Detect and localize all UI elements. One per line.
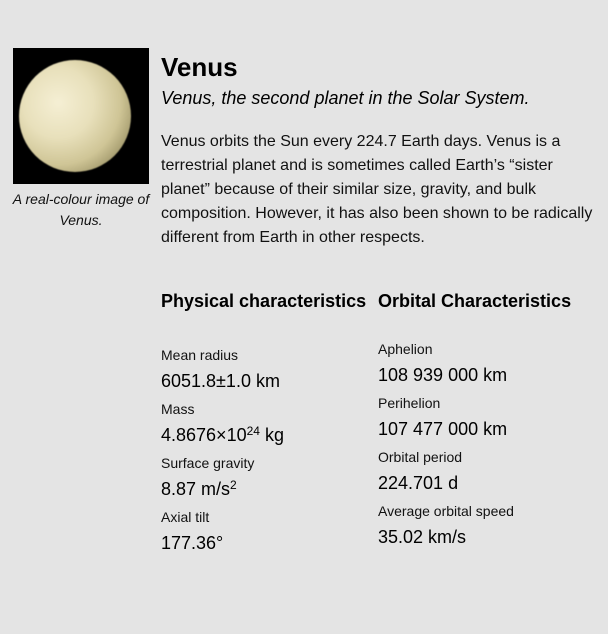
spec-label-mass: Mass [161, 401, 195, 417]
description-paragraph: Venus orbits the Sun every 224.7 Earth d… [161, 133, 593, 246]
spec-label-orbital-period: Orbital period [378, 449, 463, 465]
spec-value-perihelion: 107 477 000 km [378, 419, 508, 439]
spec-value-orbital-period: 224.701 d [378, 473, 459, 493]
spec-label-orbital-speed: Average orbital speed [378, 503, 514, 519]
mass-unit: kg [259, 425, 284, 445]
spec-value-surface-gravity: 8.87 m/s2 [161, 476, 371, 502]
venus-photo [13, 48, 149, 184]
planet-disc [19, 60, 131, 172]
article: Venus Venus, the second planet in the So… [161, 50, 601, 250]
spec-label-surface-gravity: Surface gravity [161, 455, 255, 471]
spec-value-mass: 4.8676×1024 kg [161, 422, 371, 448]
physical-characteristics: Physical characteristics Mean radius 605… [161, 286, 371, 562]
gravity-exponent: 2 [230, 478, 237, 492]
spec-value-mean-radius: 6051.8±1.0 km [161, 371, 280, 391]
spec-label-axial-tilt: Axial tilt [161, 509, 210, 525]
gravity-base: 8.87 m/s [161, 479, 231, 499]
page-subtitle: Venus, the second planet in the Solar Sy… [161, 88, 530, 108]
figure: A real-colour image of Venus. [10, 48, 152, 231]
spec-value-orbital-speed: 35.02 km/s [378, 527, 467, 547]
page-title: Venus [161, 52, 238, 82]
physical-spec-list: Mean radius 6051.8±1.0 km Mass 4.8676×10… [161, 346, 371, 556]
physical-heading: Physical characteristics [161, 291, 367, 311]
spec-value-aphelion: 108 939 000 km [378, 365, 508, 385]
spec-label-perihelion: Perihelion [378, 395, 441, 411]
mass-base: 4.8676×10 [161, 425, 247, 445]
figure-caption: A real-colour image of Venus. [12, 191, 150, 228]
orbital-spec-list: Aphelion 108 939 000 km Perihelion 107 4… [378, 340, 608, 550]
spec-value-axial-tilt: 177.36° [161, 533, 224, 553]
spec-label-aphelion: Aphelion [378, 341, 433, 357]
spec-label-mean-radius: Mean radius [161, 347, 239, 363]
mass-exponent: 24 [246, 424, 260, 438]
orbital-characteristics: Orbital Characteristics Aphelion 108 939… [378, 286, 608, 556]
orbital-heading: Orbital Characteristics [378, 291, 572, 311]
